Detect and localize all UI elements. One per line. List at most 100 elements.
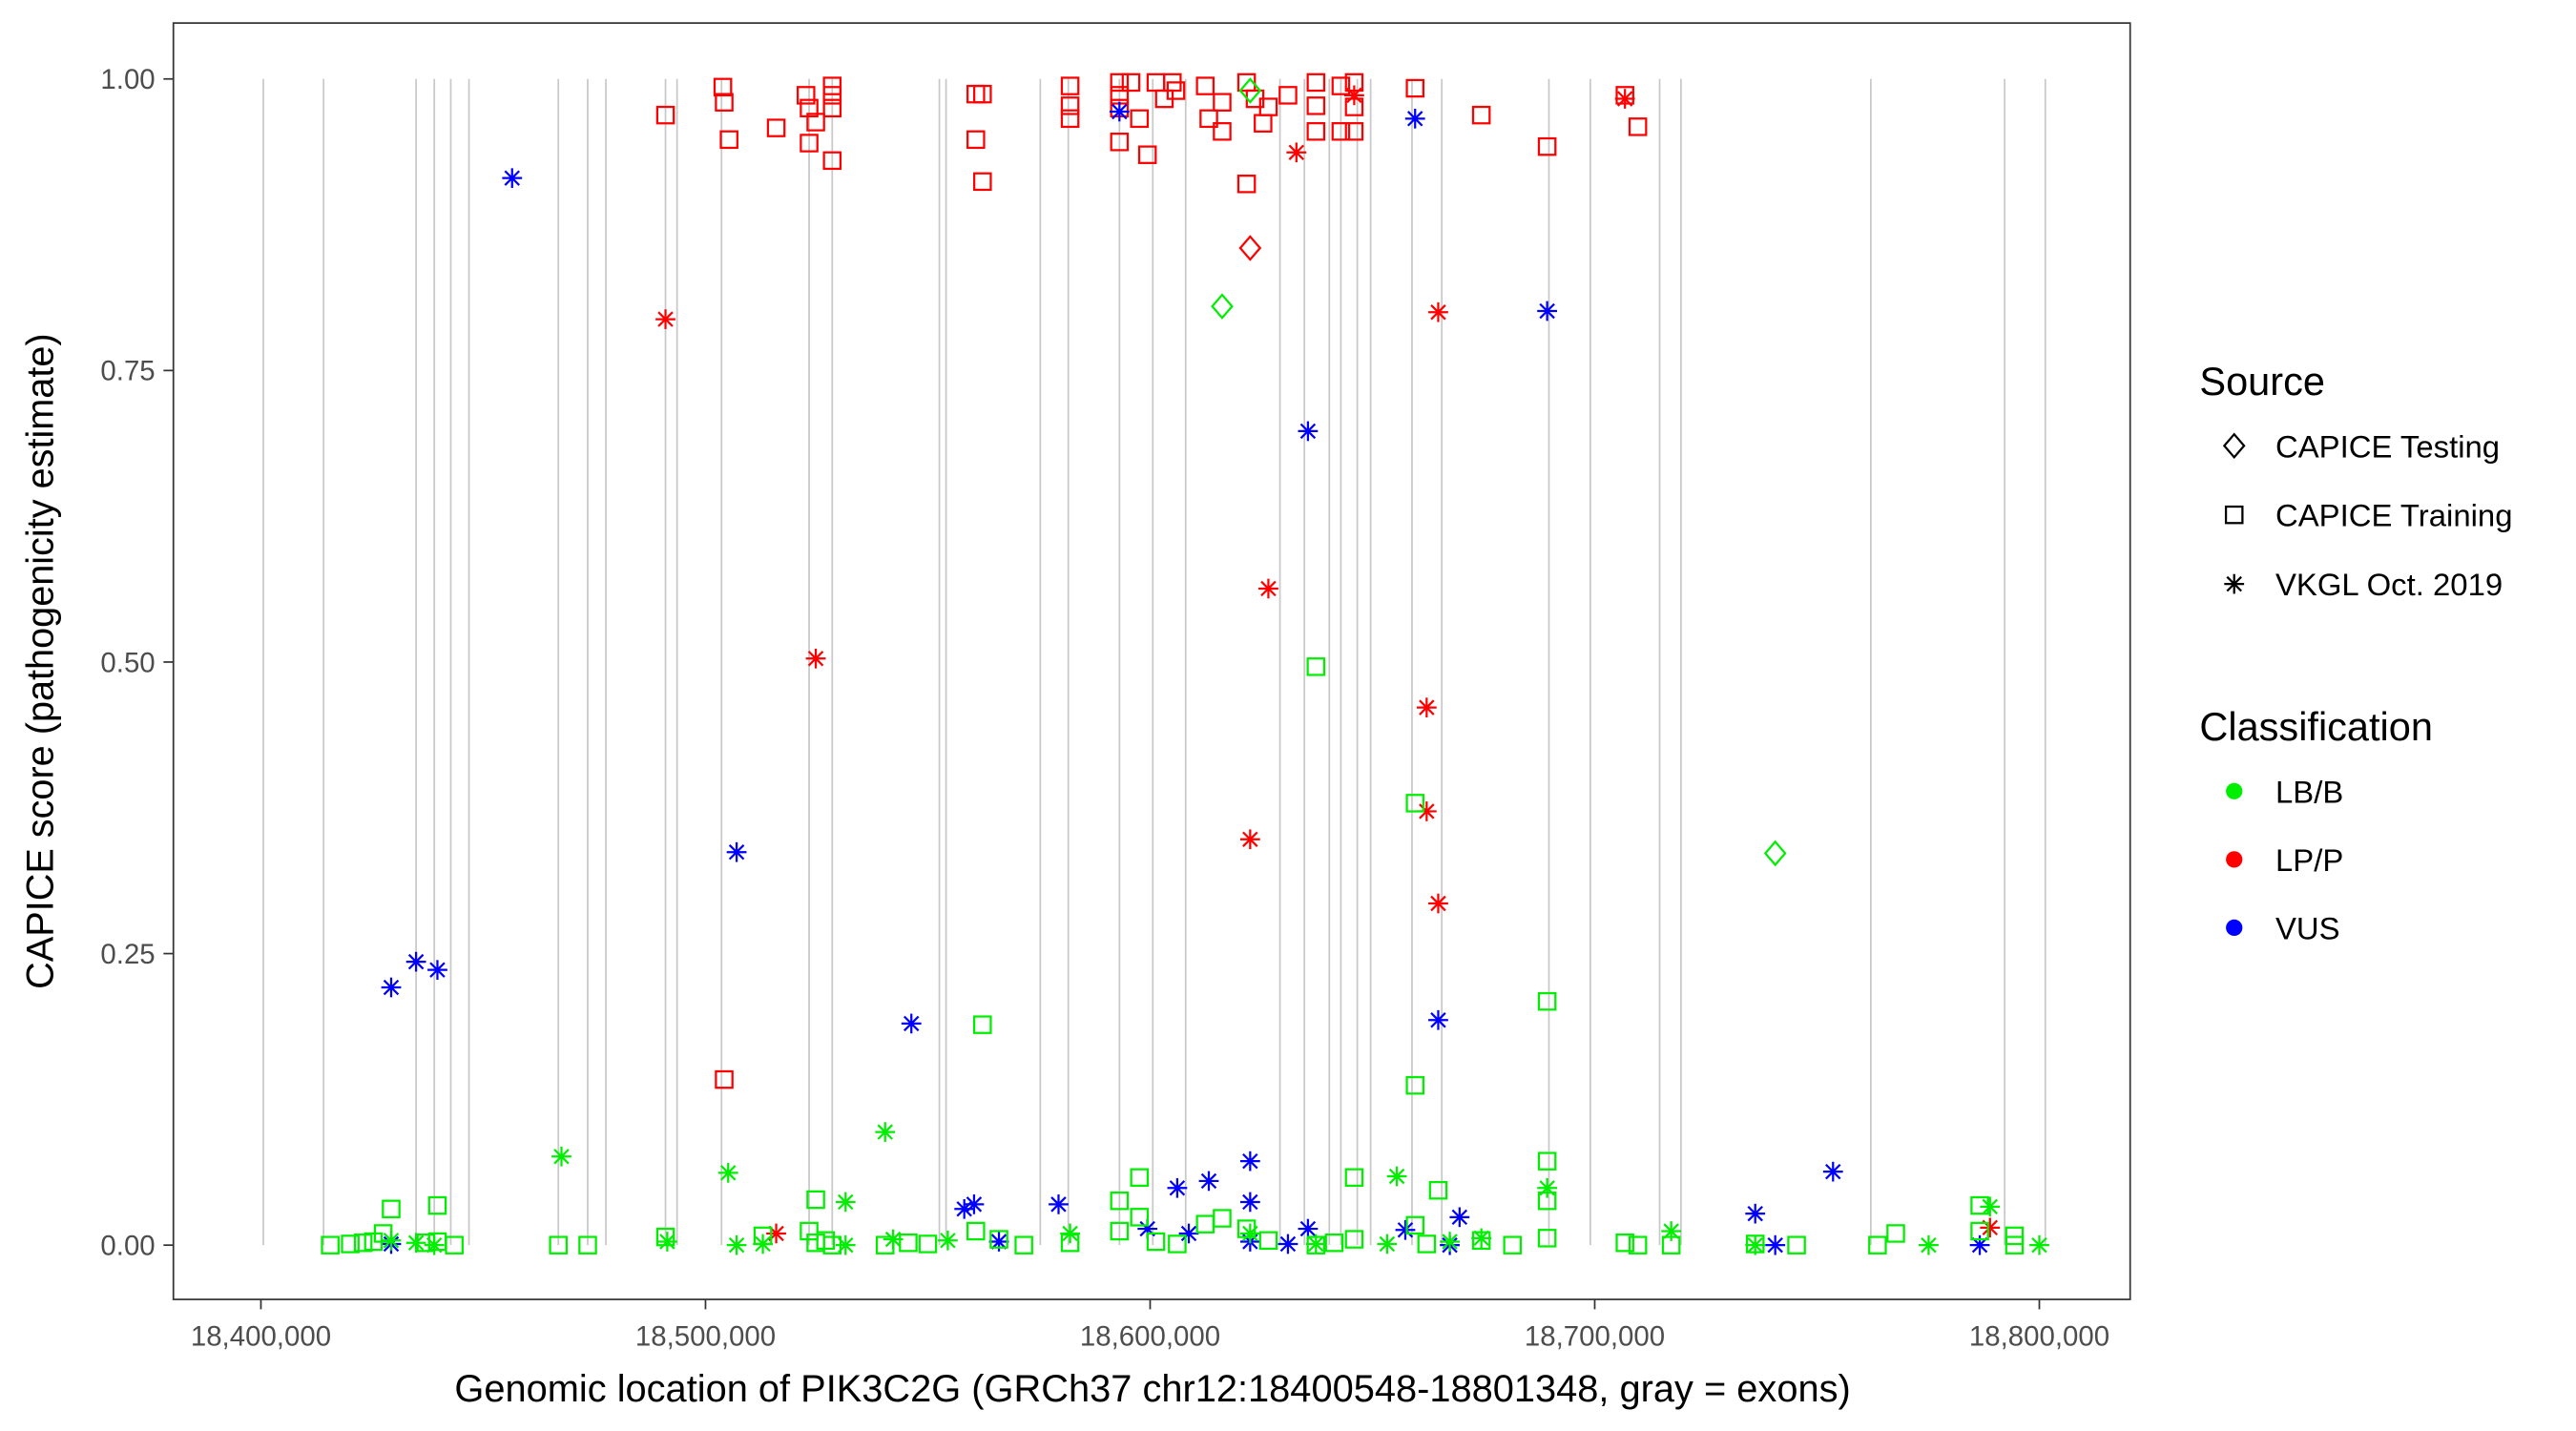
data-point (1198, 1171, 1219, 1192)
data-point (964, 1194, 985, 1214)
y-axis: 0.00 0.25 0.50 0.75 1.00 (100, 64, 174, 1262)
data-point (1239, 1192, 1260, 1213)
data-point (1868, 1235, 1887, 1255)
data-point (1306, 657, 1326, 676)
data-point (1628, 1235, 1648, 1255)
data-point (1428, 1180, 1448, 1200)
data-point (1919, 1234, 1939, 1255)
data-point (1428, 1009, 1448, 1030)
data-point (1745, 1203, 1766, 1224)
data-point (655, 105, 675, 125)
data-point (1377, 1234, 1398, 1255)
data-point (1298, 1218, 1319, 1239)
data-point (1343, 85, 1364, 106)
y-tick-label: 1.00 (100, 64, 155, 95)
y-tick-label: 0.00 (100, 1231, 155, 1262)
data-point (1405, 78, 1425, 98)
x-tick-label: 18,800,000 (1969, 1320, 2109, 1352)
data-point (800, 1221, 819, 1241)
data-point (875, 1122, 896, 1142)
data-point (816, 1231, 836, 1251)
data-point (1969, 1234, 1990, 1255)
data-point (717, 1163, 738, 1183)
data-point (1416, 697, 1437, 717)
data-point (835, 1192, 856, 1213)
data-point (1537, 1177, 1558, 1198)
data-point (918, 1234, 938, 1254)
data-point (1331, 122, 1351, 141)
data-point (822, 98, 842, 118)
data-point (1306, 73, 1326, 93)
data-point (1110, 1191, 1130, 1211)
legend: Source CAPICE Testing CAPICE Training VKGL… (2199, 359, 2512, 946)
data-point (381, 977, 402, 998)
data-point (989, 1230, 1008, 1249)
data-point (1763, 840, 1787, 867)
data-point (835, 1234, 856, 1255)
data-point (800, 134, 819, 153)
data-point (1405, 1075, 1425, 1095)
data-point (1306, 96, 1326, 115)
data-point (1109, 101, 1130, 122)
data-point (966, 1221, 986, 1241)
data-point (1286, 142, 1307, 163)
data-point (424, 1234, 445, 1255)
data-point (1386, 1166, 1407, 1187)
data-point (1199, 109, 1218, 129)
data-point (1537, 301, 1558, 321)
x-tick-label: 18,600,000 (1080, 1320, 1220, 1352)
data-point (405, 951, 426, 972)
data-point (973, 1015, 992, 1034)
data-point (1980, 1217, 2001, 1238)
legend-class-label: VUS (2275, 911, 2340, 946)
data-point (1166, 81, 1186, 100)
data-point (1428, 301, 1448, 322)
data-point (1440, 1232, 1460, 1252)
data-point (1238, 235, 1262, 261)
data-point (1213, 93, 1232, 112)
y-axis-title: CAPICE score (pathogenicity estimate) (19, 333, 61, 988)
data-point (321, 1235, 340, 1255)
data-point (1195, 76, 1215, 95)
data-point (800, 98, 819, 118)
data-point (1146, 1232, 1166, 1252)
data-point (1258, 1231, 1278, 1251)
y-tick-label: 0.75 (100, 356, 155, 387)
data-point (1110, 1221, 1130, 1241)
data-point (1258, 578, 1278, 599)
data-point (1278, 86, 1298, 105)
exon-lines (262, 78, 2046, 1246)
data-point (1661, 1221, 1682, 1241)
data-point (1405, 1215, 1425, 1235)
data-point (901, 1013, 922, 1034)
data-point (1211, 293, 1234, 320)
x-axis-title: Genomic location of PIK3C2G (GRCh37 chr1… (454, 1368, 1850, 1410)
data-point (1471, 105, 1491, 125)
data-point (1503, 1235, 1523, 1255)
data-point (1239, 1223, 1260, 1244)
data-point (1060, 96, 1080, 115)
data-point (1344, 1168, 1364, 1188)
data-point (1060, 76, 1080, 95)
data-point (822, 151, 842, 171)
data-point (753, 1234, 773, 1255)
data-point (966, 130, 986, 150)
data-point (1395, 1219, 1416, 1240)
data-point (382, 1199, 401, 1219)
legend-classification-title: Classification (2199, 704, 2433, 749)
data-point (1404, 108, 1425, 129)
legend-class-key (2226, 851, 2243, 868)
data-point (1137, 145, 1157, 164)
data-point (1822, 1161, 1843, 1182)
data-point (1537, 136, 1557, 156)
data-point (655, 1227, 675, 1247)
data-point (549, 1235, 569, 1255)
data-point (1130, 109, 1150, 129)
data-point (822, 86, 842, 105)
data-point (973, 172, 992, 192)
data-point (1306, 122, 1326, 141)
data-point (1167, 1177, 1188, 1198)
data-point (1344, 122, 1364, 141)
legend-source-label: VKGL Oct. 2019 (2275, 567, 2503, 602)
legend-source-key (2224, 573, 2245, 594)
